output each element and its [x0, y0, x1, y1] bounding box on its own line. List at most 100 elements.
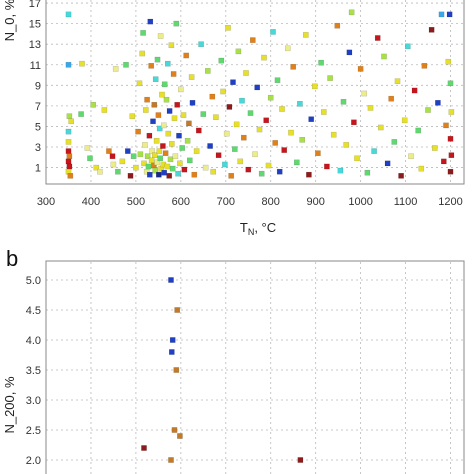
data-point	[146, 171, 153, 178]
panel-b: b 2.0 2.5 3.0 3.5 4.0 4.5 5.0 N_200, %	[2, 246, 465, 474]
y-tick-label: 5.0	[26, 275, 41, 287]
data-point	[145, 163, 152, 170]
data-point	[378, 124, 384, 131]
data-point	[303, 32, 309, 38]
data-point	[312, 83, 318, 90]
data-point	[418, 165, 425, 172]
data-point	[446, 11, 453, 18]
data-point	[136, 80, 143, 87]
data-point	[87, 155, 93, 162]
x-tick-label: 1100	[394, 196, 418, 208]
data-point	[151, 152, 158, 159]
data-point	[78, 111, 84, 117]
data-point	[167, 156, 174, 163]
data-point	[231, 146, 238, 152]
data-point	[285, 45, 291, 52]
data-point	[447, 135, 454, 142]
data-point	[142, 142, 148, 148]
data-point	[354, 155, 360, 162]
data-point	[156, 148, 163, 154]
y-tick-label: 4.0	[26, 335, 41, 347]
data-point	[321, 109, 327, 115]
data-point	[157, 33, 164, 39]
x-axis-title-main: T	[240, 220, 248, 235]
data-point	[218, 57, 225, 64]
data-point	[174, 307, 181, 313]
data-point	[189, 99, 196, 106]
data-point	[177, 160, 183, 167]
data-point	[239, 97, 245, 104]
data-point	[297, 100, 303, 107]
data-point	[265, 162, 272, 169]
data-point	[215, 152, 222, 159]
y-tick-label: 9	[35, 80, 41, 92]
data-point	[384, 160, 391, 167]
data-point	[351, 119, 357, 126]
data-point	[200, 111, 207, 117]
y-tick-label: 2.0	[26, 455, 41, 467]
panel-b-letter: b	[6, 246, 18, 271]
data-point	[106, 148, 112, 154]
data-point	[408, 153, 414, 160]
x-tick-label: 1200	[438, 196, 462, 208]
data-point	[175, 170, 181, 177]
data-point	[166, 108, 173, 114]
panel-a-gridlines	[46, 0, 464, 184]
data-point	[274, 77, 281, 83]
data-point	[65, 62, 72, 68]
y-tick-label: 7	[35, 101, 41, 113]
data-point	[165, 130, 172, 137]
data-point	[202, 164, 209, 171]
data-point	[381, 53, 387, 60]
data-point	[308, 116, 315, 122]
data-point	[164, 60, 171, 67]
data-point	[143, 168, 150, 175]
data-point	[171, 427, 178, 433]
data-point	[169, 165, 176, 172]
data-point	[156, 125, 163, 132]
data-point	[425, 107, 431, 113]
data-point	[66, 153, 73, 160]
x-tick-label: 900	[306, 196, 324, 208]
data-point	[343, 142, 350, 148]
data-point	[299, 136, 306, 143]
data-point	[150, 118, 156, 125]
data-point	[109, 153, 116, 160]
data-point	[198, 41, 204, 47]
data-point	[157, 155, 164, 162]
data-point	[210, 168, 217, 175]
data-point	[123, 62, 129, 68]
data-point	[267, 94, 274, 101]
data-point	[240, 134, 247, 141]
data-point	[186, 120, 192, 127]
data-point	[130, 153, 137, 160]
data-point	[140, 30, 146, 36]
y-tick-label: 11	[30, 60, 41, 72]
x-axis-title-subscript: N	[248, 227, 255, 237]
y-tick-label: 1	[35, 163, 41, 175]
data-point	[148, 63, 155, 69]
data-point	[173, 367, 180, 373]
data-point	[204, 68, 211, 74]
x-tick-label: 500	[127, 196, 145, 208]
data-point	[97, 168, 103, 175]
data-point	[135, 128, 141, 135]
data-point	[124, 148, 131, 154]
data-point	[154, 56, 161, 63]
data-point	[306, 171, 312, 178]
data-point	[90, 101, 96, 108]
data-point	[346, 49, 353, 56]
data-point	[294, 159, 300, 166]
data-point	[364, 169, 371, 176]
data-point	[374, 35, 381, 41]
y-tick-label: 13	[29, 39, 41, 51]
data-point	[171, 115, 178, 121]
data-point	[195, 127, 202, 134]
y-tick-label: 17	[29, 0, 41, 10]
data-point	[223, 130, 230, 137]
data-point	[448, 109, 455, 115]
data-point	[164, 163, 171, 170]
data-point	[186, 157, 193, 164]
